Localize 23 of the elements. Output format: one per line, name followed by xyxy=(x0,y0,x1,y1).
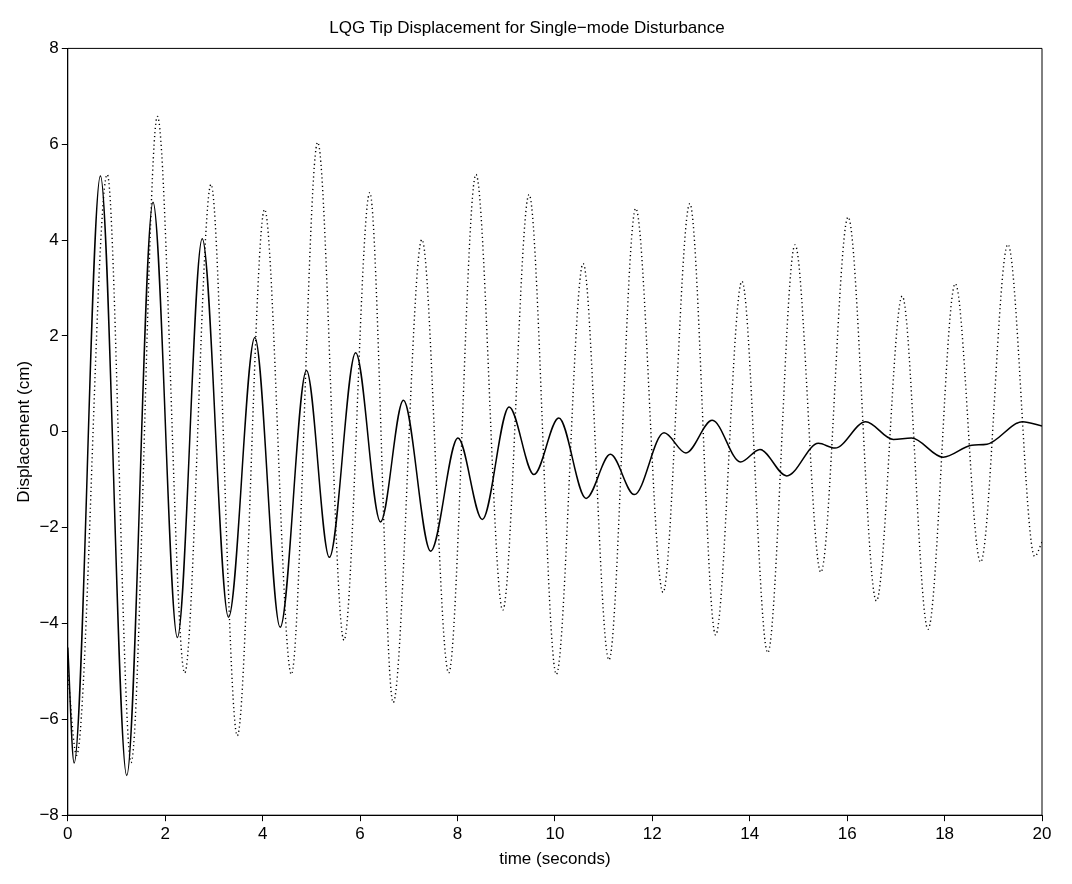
y-tick-label: 8 xyxy=(49,38,59,58)
x-tick-label: 10 xyxy=(545,824,565,844)
chart-title: LQG Tip Displacement for Single−mode Disturbance xyxy=(329,17,725,37)
y-axis-title: Displacement (cm) xyxy=(13,360,33,503)
x-tick-label: 4 xyxy=(257,824,268,844)
x-tick-label: 14 xyxy=(740,824,760,844)
x-tick-label: 8 xyxy=(452,824,463,844)
x-tick-label: 2 xyxy=(160,824,170,844)
x-tick-label: 16 xyxy=(837,824,857,844)
x-tick-label: 0 xyxy=(63,824,73,844)
y-tick-label: 4 xyxy=(49,229,59,249)
y-tick-label: −8 xyxy=(39,804,59,824)
y-tick-label: 0 xyxy=(49,421,59,441)
x-tick-label: 18 xyxy=(935,824,955,844)
x-axis-title: time (seconds) xyxy=(499,849,611,869)
y-tick-label: −2 xyxy=(39,517,59,537)
x-tick-label: 20 xyxy=(1032,824,1052,844)
y-tick-label: 2 xyxy=(49,325,59,345)
y-tick-label: −4 xyxy=(39,613,59,633)
y-tick-label: −6 xyxy=(39,709,59,729)
x-tick-label: 6 xyxy=(355,824,365,844)
y-tick-label: 6 xyxy=(49,133,59,153)
x-tick-label: 12 xyxy=(642,824,662,844)
